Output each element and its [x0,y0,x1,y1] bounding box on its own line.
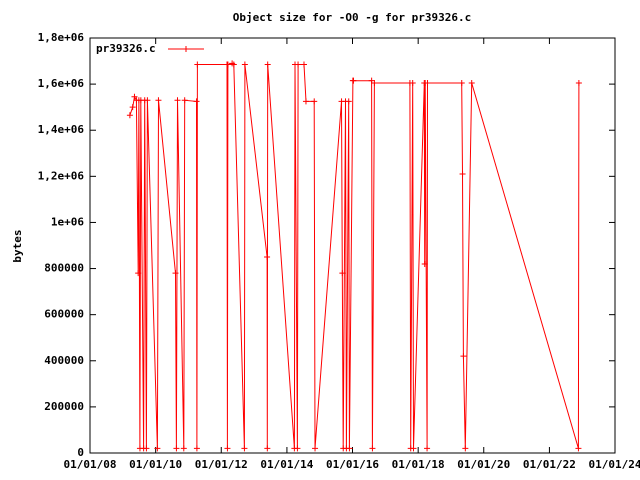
y-tick-label: 1,4e+06 [38,123,85,136]
point-marker [230,61,237,68]
y-tick-label: 200000 [44,400,84,413]
point-marker [371,79,378,86]
point-marker [421,260,428,267]
legend-marker [183,46,189,52]
point-marker [575,79,582,86]
point-marker [173,445,180,452]
y-axis-label: bytes [11,229,24,262]
x-tick-label: 01/01/22 [523,458,576,471]
point-marker [345,98,352,105]
point-marker [311,98,318,105]
x-tick-label: 01/01/14 [260,458,313,471]
x-tick-label: 01/01/10 [129,458,182,471]
y-tick-label: 400000 [44,354,84,367]
point-marker [339,270,346,277]
point-marker [143,445,150,452]
x-tick-label: 01/01/24 [589,458,640,471]
point-marker [410,445,417,452]
point-marker [224,445,231,452]
point-marker [468,79,475,86]
point-marker [144,97,151,104]
series-line [129,62,580,449]
point-marker [458,79,465,86]
point-marker [300,61,307,68]
point-marker [424,445,431,452]
x-tick-label: 01/01/16 [326,458,379,471]
point-marker [174,97,181,104]
x-tick-label: 01/01/12 [195,458,248,471]
point-marker [131,93,138,100]
y-tick-label: 0 [77,446,84,459]
x-tick-label: 01/01/20 [457,458,510,471]
point-marker [264,61,271,68]
point-marker [135,270,142,277]
point-marker [460,353,467,360]
y-tick-label: 800000 [44,262,84,275]
point-marker [129,104,136,111]
point-marker [459,171,466,178]
point-marker [241,445,248,452]
point-marker [155,97,162,104]
y-tick-label: 1e+06 [51,215,84,228]
point-marker [181,97,188,104]
point-marker [409,79,416,86]
y-tick-label: 1,6e+06 [38,77,85,90]
point-marker [350,77,357,84]
y-tick-label: 600000 [44,308,84,321]
point-marker [193,445,200,452]
point-marker [126,112,133,119]
point-marker [224,61,231,68]
point-marker [424,79,431,86]
point-marker [369,445,376,452]
point-marker [302,98,309,105]
point-marker [193,98,200,105]
point-marker [194,61,201,68]
point-marker [312,445,319,452]
point-marker [575,445,582,452]
legend-label: pr39326.c [96,42,156,55]
point-marker [462,445,469,452]
point-marker [294,445,301,452]
x-tick-label: 01/01/08 [64,458,117,471]
point-marker [241,61,248,68]
point-marker [154,445,161,452]
y-tick-label: 1,2e+06 [38,169,85,182]
point-marker [264,254,271,261]
point-marker [264,445,271,452]
point-marker [295,61,302,68]
point-marker [346,445,353,452]
x-tick-label: 01/01/18 [392,458,445,471]
point-marker [180,445,187,452]
y-tick-label: 1,8e+06 [38,31,85,44]
chart-title: Object size for -O0 -g for pr39326.c [233,11,471,24]
point-marker [172,270,179,277]
